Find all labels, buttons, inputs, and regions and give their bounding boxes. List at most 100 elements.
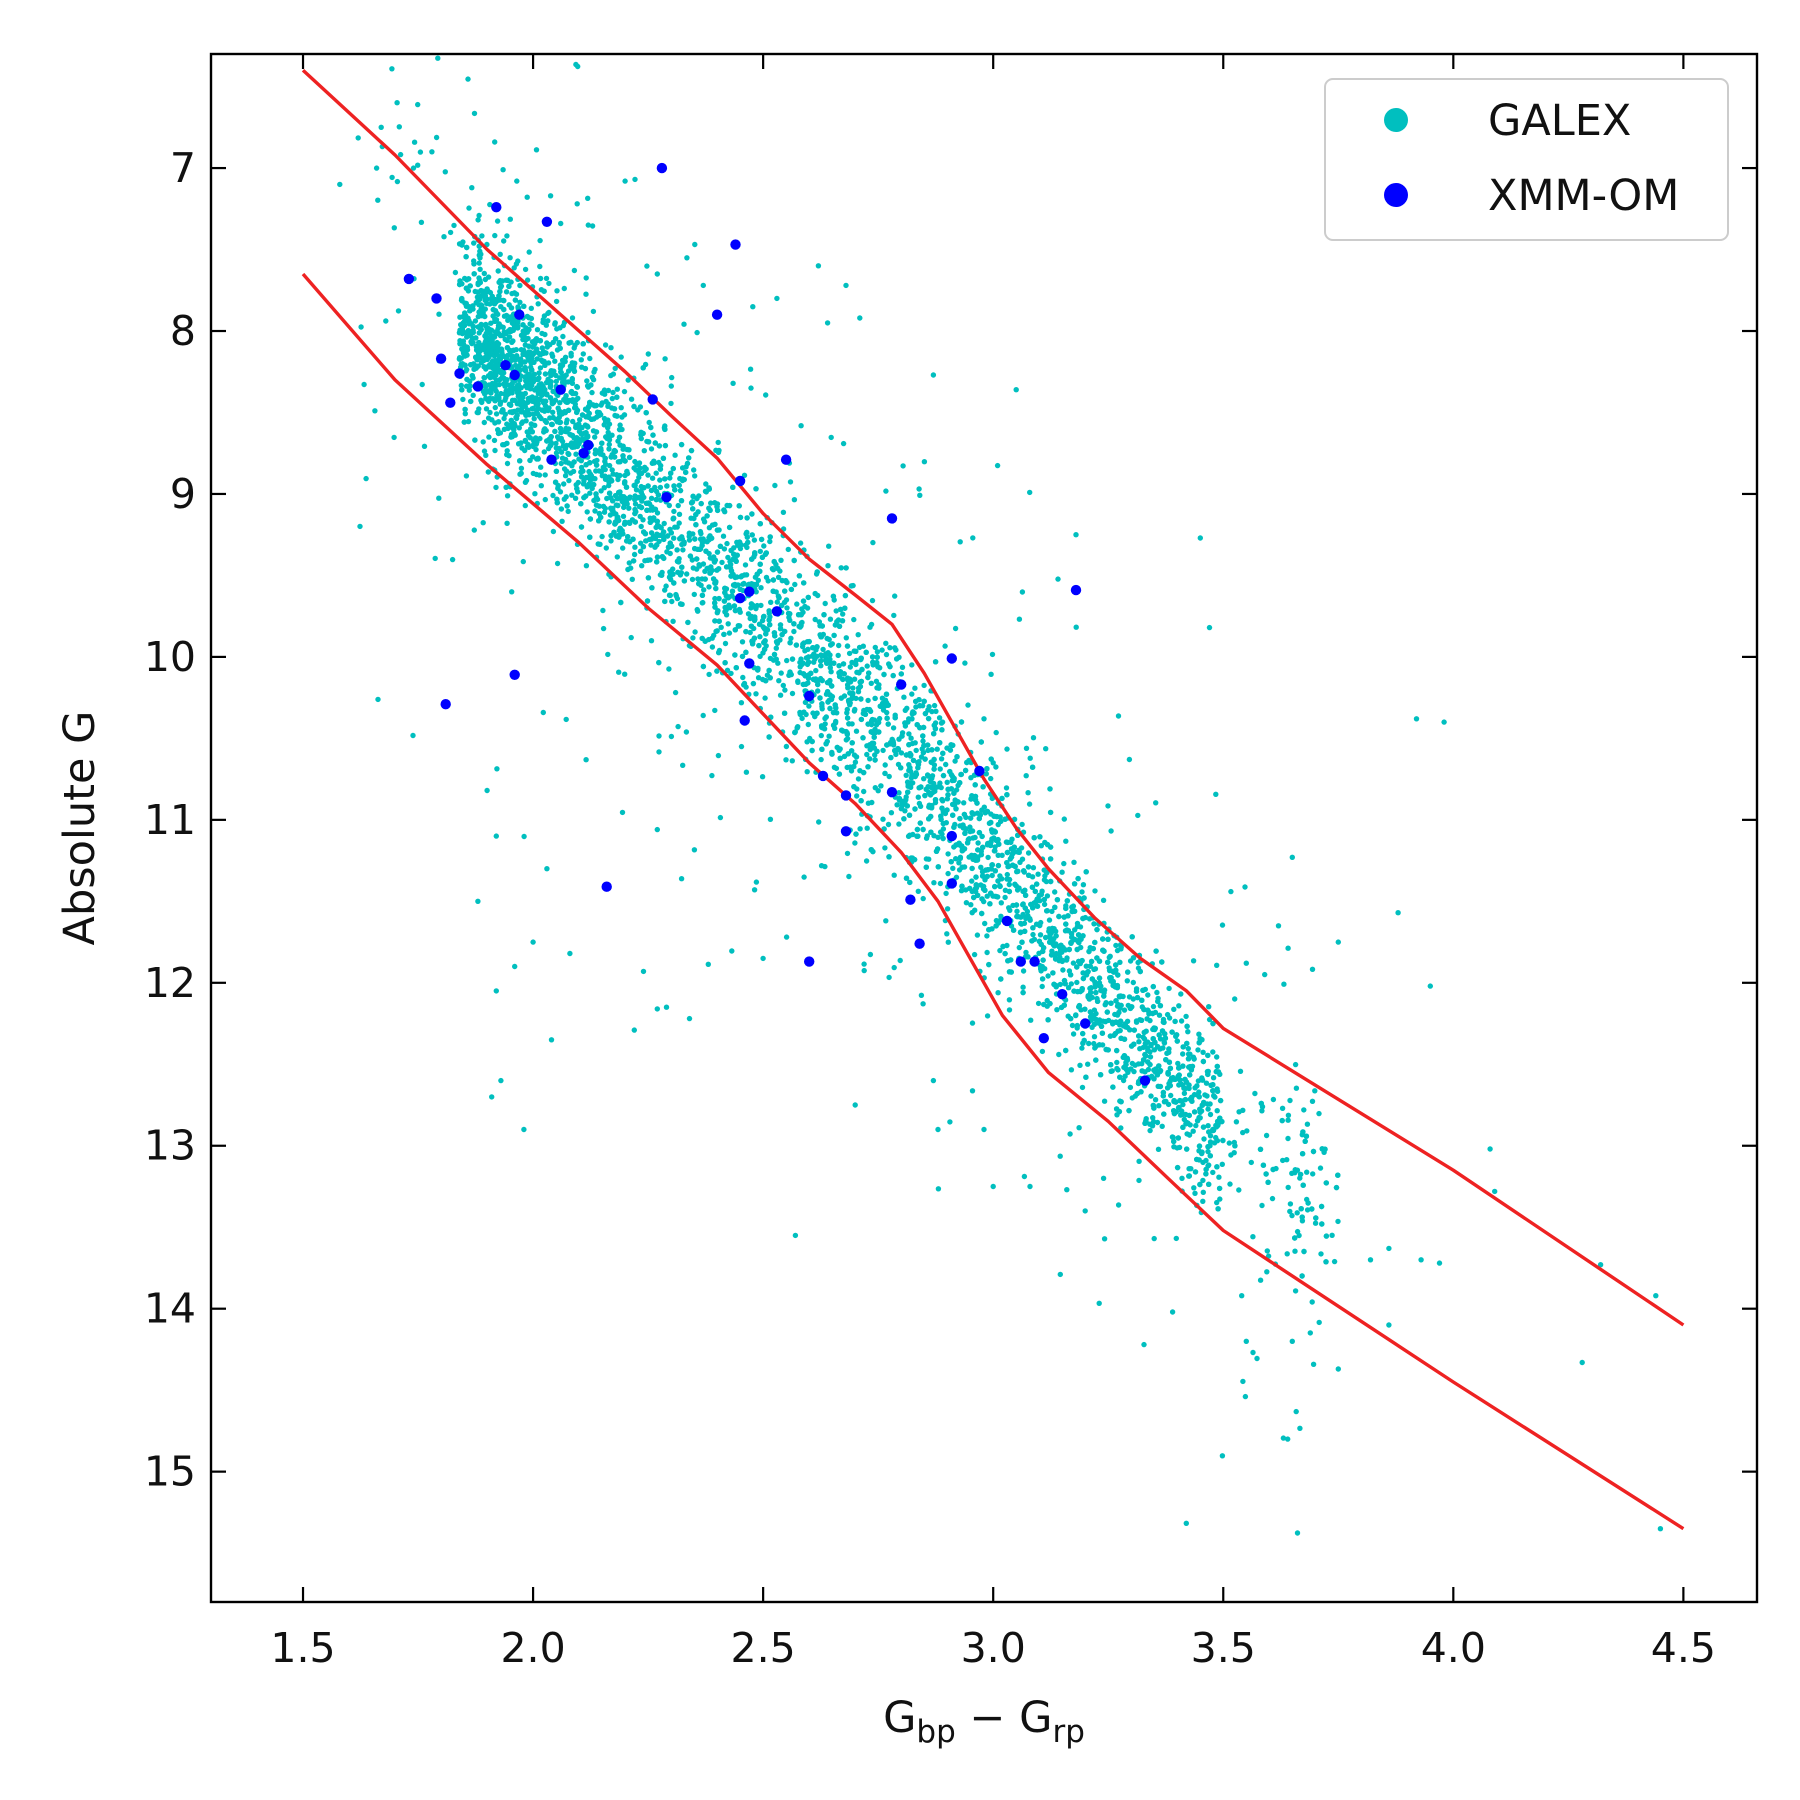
galex-point <box>608 538 614 544</box>
galex-point <box>1200 1177 1206 1184</box>
galex-point <box>826 636 832 643</box>
galex-point <box>1102 1002 1108 1008</box>
galex-point <box>802 603 808 610</box>
galex-point <box>826 733 832 739</box>
galex-point <box>1025 864 1032 870</box>
galex-point <box>1040 948 1046 955</box>
galex-point <box>1214 1086 1220 1092</box>
galex-point <box>623 499 630 505</box>
galex-point <box>1192 1169 1199 1175</box>
galex-point <box>969 878 975 884</box>
galex-point <box>1090 1013 1097 1019</box>
galex-point <box>481 270 487 277</box>
galex-point <box>715 608 721 614</box>
galex-point <box>920 724 927 731</box>
galex-point <box>1005 839 1011 846</box>
galex-point <box>1136 1039 1142 1045</box>
galex-point <box>552 428 558 435</box>
galex-point <box>800 681 806 688</box>
galex-point <box>1194 1083 1200 1089</box>
galex-point <box>618 354 624 360</box>
galex-point <box>1162 1031 1168 1037</box>
galex-point <box>849 740 855 746</box>
galex-point <box>1296 1232 1302 1239</box>
galex-point <box>724 540 730 547</box>
galex-point <box>578 524 585 530</box>
galex-point <box>1030 865 1037 871</box>
galex-point <box>1106 967 1113 974</box>
galex-point <box>774 599 780 605</box>
galex-point <box>967 815 974 821</box>
galex-point <box>714 567 720 573</box>
galex-point <box>800 660 806 666</box>
galex-point <box>730 484 736 490</box>
galex-point <box>1017 929 1024 936</box>
galex-point <box>778 557 784 563</box>
galex-point <box>881 703 887 710</box>
galex-point <box>550 339 556 345</box>
galex-point <box>1025 850 1032 856</box>
galex-point <box>1075 875 1081 882</box>
galex-point <box>1041 1001 1047 1008</box>
galex-point <box>886 773 892 780</box>
galex-point <box>1205 1106 1211 1112</box>
galex-point <box>975 847 981 853</box>
galex-point <box>1075 932 1082 938</box>
galex-point <box>1196 1143 1203 1149</box>
galex-point <box>881 671 887 678</box>
galex-point <box>998 900 1004 906</box>
galex-point <box>1016 885 1022 891</box>
galex-point <box>892 747 898 754</box>
x-tick-label-1: 2.0 <box>500 1624 565 1672</box>
galex-point <box>1080 970 1086 976</box>
galex-point <box>852 706 858 713</box>
galex-point <box>882 845 888 851</box>
plot-area <box>301 55 1685 1536</box>
galex-point <box>1022 892 1029 898</box>
galex-point <box>530 344 536 350</box>
galex-point <box>570 468 577 475</box>
galex-point <box>710 576 717 582</box>
galex-point <box>962 767 969 774</box>
galex-point <box>784 657 790 664</box>
galex-point <box>1213 1134 1219 1141</box>
galex-point <box>1145 992 1151 998</box>
galex-point <box>463 345 469 351</box>
galex-point <box>844 764 850 771</box>
galex-point <box>1201 1136 1207 1142</box>
galex-point <box>656 459 662 466</box>
galex-point <box>1150 1010 1156 1017</box>
galex-point <box>571 368 578 374</box>
galex-point <box>1101 987 1108 993</box>
galex-point <box>677 601 684 607</box>
galex-point <box>729 593 735 599</box>
galex-point <box>570 418 576 425</box>
galex-point <box>1070 960 1077 966</box>
galex-point <box>823 741 829 747</box>
galex-point <box>976 815 982 822</box>
galex-point <box>1304 1207 1311 1213</box>
galex-point <box>1100 897 1107 903</box>
galex-point <box>539 392 545 398</box>
galex-point <box>470 361 477 367</box>
galex-point <box>680 465 686 471</box>
galex-point <box>856 644 863 651</box>
galex-point <box>712 595 718 602</box>
galex-point <box>852 840 858 846</box>
galex-point <box>700 663 707 670</box>
galex-point <box>963 900 970 906</box>
galex-point <box>1194 1156 1200 1163</box>
galex-point <box>1331 1258 1338 1265</box>
galex-point <box>669 598 675 605</box>
galex-point <box>891 872 897 878</box>
galex-point <box>1102 1018 1109 1025</box>
galex-point <box>861 788 867 795</box>
galex-point <box>607 512 614 518</box>
galex-point <box>1083 869 1089 875</box>
galex-point <box>1090 945 1097 952</box>
galex-point <box>1318 1203 1325 1210</box>
galex-point <box>1138 1017 1145 1023</box>
galex-point <box>853 648 859 654</box>
galex-point <box>464 376 470 383</box>
galex-point <box>1047 809 1054 816</box>
